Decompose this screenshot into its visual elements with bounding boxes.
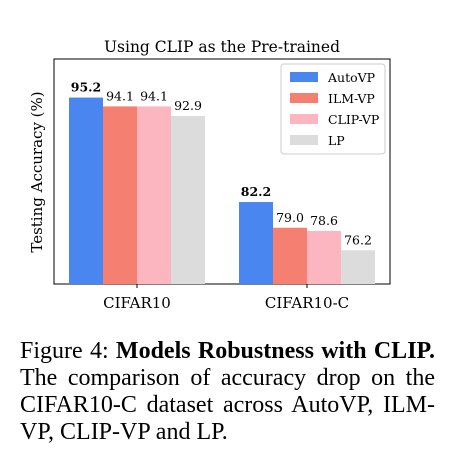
data-label-ilm-vp-cifar10-c: 79.0: [276, 210, 304, 225]
legend-label-clip-vp: CLIP-VP: [328, 112, 379, 127]
plot-frame: [53, 58, 391, 285]
legend-label-autovp: AutoVP: [327, 70, 375, 85]
figure-caption: Figure 4: Models Robustness with CLIP. T…: [20, 338, 435, 446]
y-axis-label: Testing Accuracy (%): [28, 91, 46, 252]
bar-ilm-vp-cifar10-c: [273, 227, 307, 284]
bar-autovp-cifar10-c: [239, 202, 273, 284]
legend-frame: [280, 63, 386, 155]
x-tick-label-cifar10-c: CIFAR10-C: [265, 294, 349, 312]
x-tick-label-cifar10: CIFAR10: [103, 294, 171, 312]
legend-swatch-clip-vp: [290, 114, 318, 124]
legend-swatch-autovp: [290, 72, 318, 82]
bars-group: 95.2 94.1 94.1 92.9 82.2 79.0 78.6 76.2: [69, 80, 375, 285]
data-label-autovp-cifar10-c: 82.2: [241, 184, 271, 199]
x-tick-labels: CIFAR10 CIFAR10-C: [103, 284, 349, 312]
legend-label-ilm-vp: ILM-VP: [328, 91, 375, 106]
bar-clip-vp-cifar10: [137, 106, 171, 285]
figure-label: Figure 4:: [20, 338, 109, 364]
legend: AutoVP ILM-VP CLIP-VP LP: [280, 63, 386, 155]
data-label-clip-vp-cifar10: 94.1: [140, 88, 168, 103]
data-label-clip-vp-cifar10-c: 78.6: [310, 213, 338, 228]
data-label-autovp-cifar10: 95.2: [71, 80, 101, 95]
caption-text: The comparison of accuracy drop on the C…: [20, 365, 435, 445]
bar-clip-vp-cifar10-c: [307, 230, 341, 284]
bar-lp-cifar10-c: [341, 250, 375, 284]
bar-ilm-vp-cifar10: [103, 106, 137, 285]
legend-swatch-lp: [290, 135, 318, 145]
bar-lp-cifar10: [171, 116, 205, 284]
bar-autovp-cifar10: [69, 97, 103, 284]
legend-swatch-ilm-vp: [290, 93, 318, 103]
legend-label-lp: LP: [328, 133, 345, 148]
data-label-lp-cifar10-c: 76.2: [344, 232, 372, 247]
chart-title: Using CLIP as the Pre-trained: [104, 38, 340, 56]
data-label-ilm-vp-cifar10: 94.1: [106, 88, 134, 103]
data-label-lp-cifar10: 92.9: [174, 98, 202, 113]
caption-bold-text: Models Robustness with CLIP.: [115, 338, 435, 364]
bar-chart: Using CLIP as the Pre-trained Testing Ac…: [28, 38, 391, 312]
